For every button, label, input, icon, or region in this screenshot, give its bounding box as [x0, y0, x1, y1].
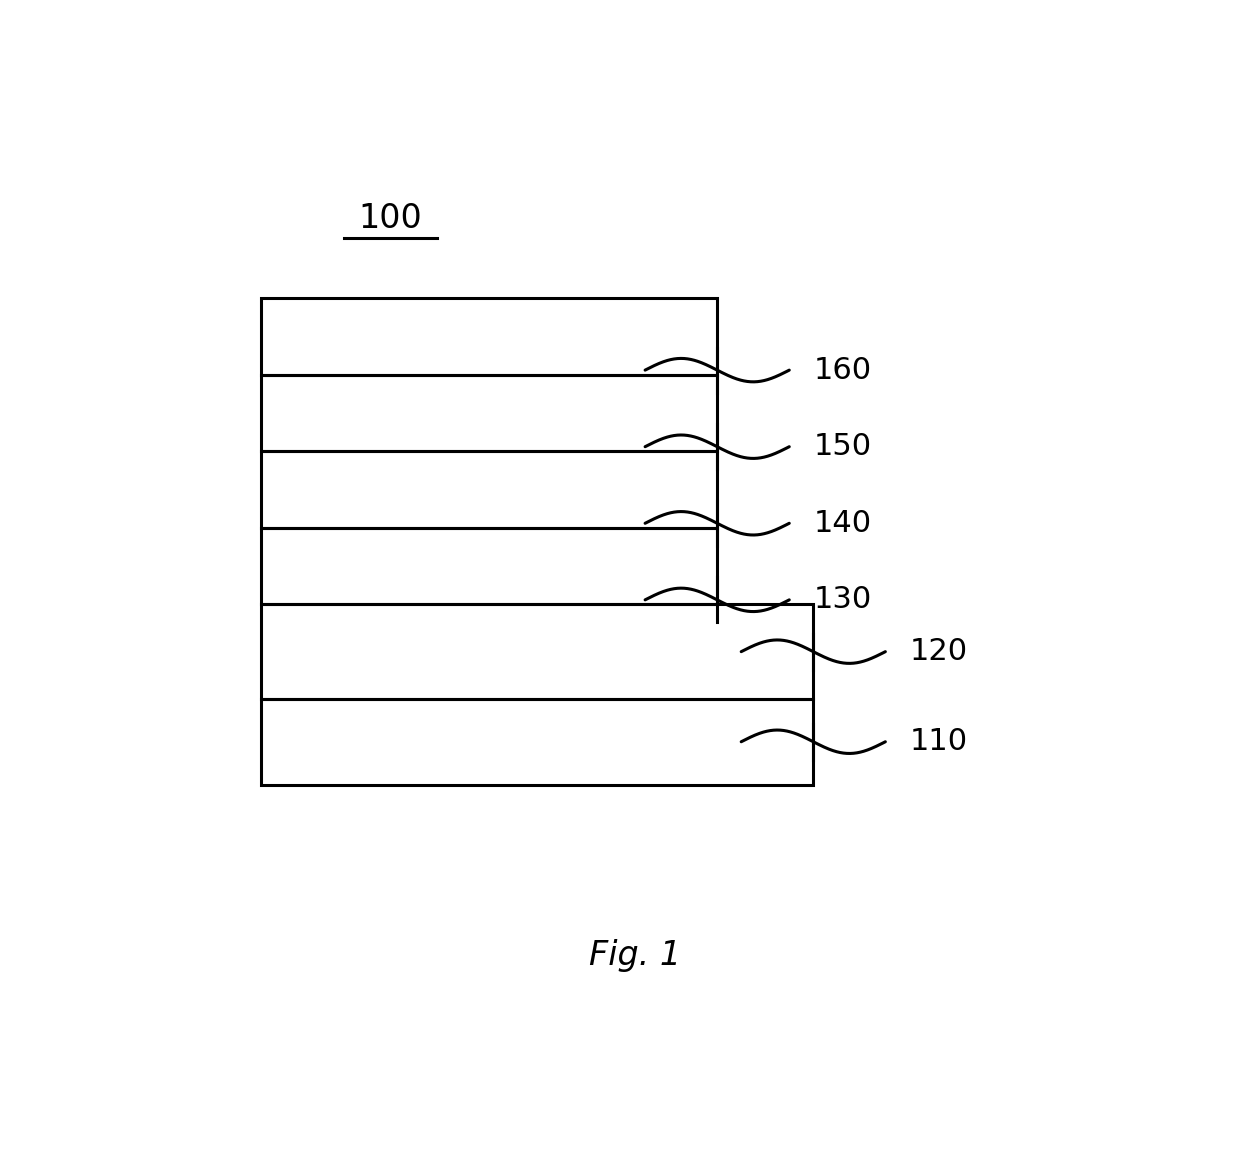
Text: 150: 150 [813, 432, 872, 461]
Bar [260, 298, 717, 374]
Text: 140: 140 [813, 509, 872, 538]
Text: 130: 130 [813, 585, 872, 614]
Text: 110: 110 [909, 728, 967, 756]
Bar [260, 605, 813, 698]
Text: 100: 100 [358, 202, 423, 235]
Bar [260, 374, 717, 452]
Bar [260, 528, 717, 605]
Text: Fig. 1: Fig. 1 [589, 940, 682, 972]
Bar [260, 698, 813, 785]
Bar [260, 452, 717, 528]
Text: 120: 120 [909, 638, 967, 666]
Text: 160: 160 [813, 356, 872, 385]
